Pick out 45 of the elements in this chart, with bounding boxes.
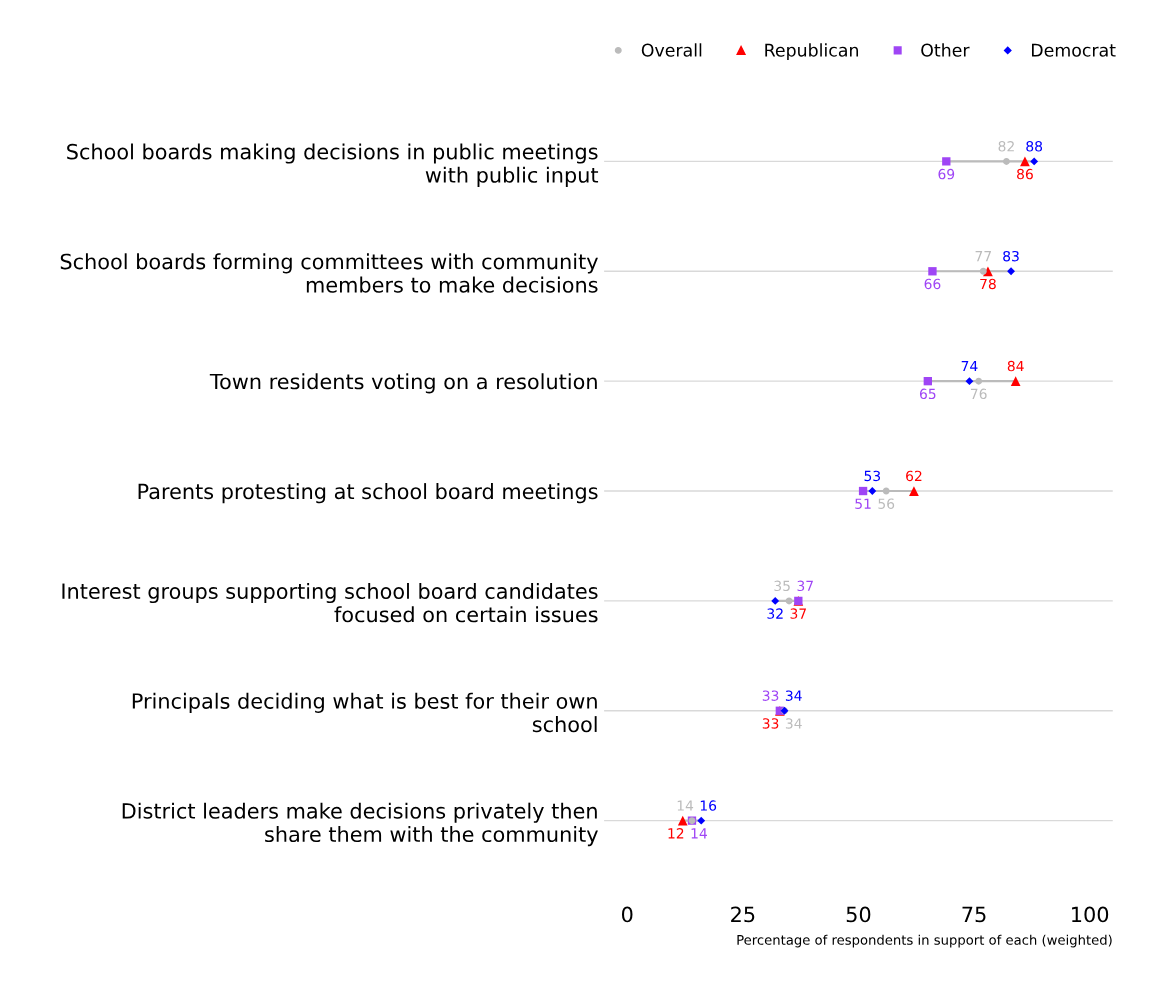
data-label: 78 [980,278,996,290]
data-label: 62 [906,470,922,482]
data-label: 33 [762,718,779,729]
legend-label: Republican [765,43,858,61]
y-tick-label: School boards making decisions in public meetings with public input [67,143,599,187]
y-tick-label: District leaders make decisions privately then share them with the community [122,802,598,847]
x-tick-label: 0 [621,906,633,923]
data-label: 51 [855,498,871,509]
data-label: 56 [878,498,895,509]
y-tick-label: School boards forming committees with community members to make decisions [60,253,598,293]
x-axis-title: Percentage of respondents in support of each (weighted) [737,934,1112,948]
x-tick-label: 50 [846,906,871,923]
legend-label: Other [921,43,970,57]
data-label: 76 [970,388,987,400]
data-label: 34 [785,690,802,701]
data-label: 82 [998,141,1014,152]
legend-label: Overall [641,43,702,57]
data-label: 14 [691,828,707,839]
data-label: 86 [1017,168,1033,180]
data-label: 34 [785,718,802,729]
y-tick-label: Parents protesting at school board meetings [138,483,598,504]
data-label: 83 [1003,250,1019,262]
data-label: 12 [668,828,684,839]
data-label: 77 [975,251,991,262]
y-tick-label: Interest groups supporting school board candidates focused on certain issues [62,582,598,623]
data-label: 74 [961,360,978,372]
data-label: 65 [919,388,936,400]
data-label: 88 [1026,141,1043,152]
data-label: 32 [767,608,783,619]
y-tick-label: Principals deciding what is best for their own school [132,692,597,733]
legend-label: Democrat [1032,43,1116,57]
data-label: 53 [864,470,881,482]
x-tick-label: 25 [731,906,755,923]
data-label: 37 [790,608,806,619]
data-label: 16 [700,800,717,811]
data-label: 69 [938,168,955,180]
data-label: 66 [924,278,941,290]
y-tick-label: Town residents voting on a resolution [209,373,597,394]
x-tick-label: 75 [962,906,986,923]
x-tick-label: 100 [1072,906,1109,923]
data-label: 35 [774,580,790,592]
data-label: 33 [762,690,779,701]
data-label: 37 [797,580,813,592]
data-label: 84 [1007,360,1024,372]
data-label: 14 [677,800,694,811]
